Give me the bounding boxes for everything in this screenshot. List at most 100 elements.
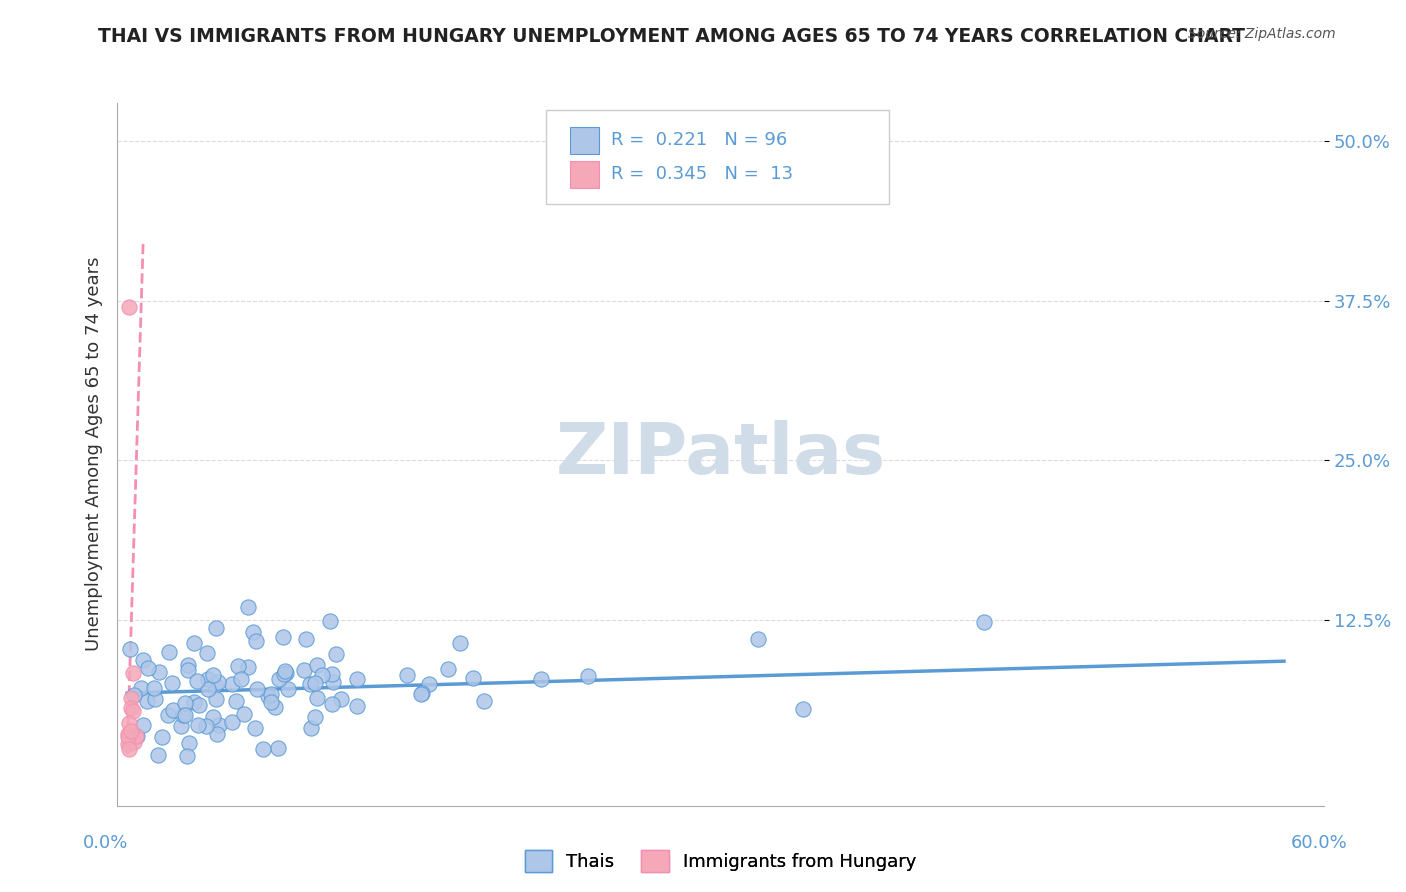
Point bbox=[346, 699, 368, 714]
Point bbox=[150, 731, 173, 745]
Point bbox=[179, 736, 201, 750]
Point bbox=[136, 661, 159, 675]
Point bbox=[277, 682, 299, 697]
Point bbox=[304, 709, 326, 723]
Point bbox=[143, 691, 166, 706]
Point bbox=[204, 621, 226, 635]
Point bbox=[142, 681, 165, 695]
Point bbox=[273, 667, 295, 681]
Point bbox=[197, 672, 219, 686]
Point bbox=[183, 636, 205, 650]
Text: 60.0%: 60.0% bbox=[1291, 834, 1347, 852]
Point bbox=[449, 636, 471, 650]
Point bbox=[174, 708, 197, 723]
Point bbox=[346, 672, 368, 686]
Point bbox=[117, 737, 139, 751]
Text: Source: ZipAtlas.com: Source: ZipAtlas.com bbox=[1188, 27, 1336, 41]
Point bbox=[118, 741, 141, 756]
Point bbox=[260, 695, 283, 709]
Point bbox=[187, 717, 209, 731]
Y-axis label: Unemployment Among Ages 65 to 74 years: Unemployment Among Ages 65 to 74 years bbox=[86, 257, 103, 651]
Point bbox=[221, 714, 243, 729]
Text: 0.0%: 0.0% bbox=[83, 834, 128, 852]
Point bbox=[321, 666, 343, 681]
Point bbox=[117, 730, 139, 744]
Point bbox=[267, 741, 290, 756]
Point bbox=[118, 716, 141, 731]
Point bbox=[411, 685, 433, 699]
Point bbox=[233, 706, 256, 721]
Point bbox=[121, 704, 143, 718]
Point bbox=[325, 648, 347, 662]
Point bbox=[118, 300, 141, 314]
Point bbox=[395, 668, 418, 682]
Point bbox=[267, 672, 290, 686]
Point bbox=[205, 692, 228, 706]
Point bbox=[252, 742, 274, 756]
Point bbox=[299, 722, 322, 736]
Point bbox=[204, 678, 226, 692]
Text: THAI VS IMMIGRANTS FROM HUNGARY UNEMPLOYMENT AMONG AGES 65 TO 74 YEARS CORRELATI: THAI VS IMMIGRANTS FROM HUNGARY UNEMPLOY… bbox=[98, 27, 1246, 45]
Point bbox=[411, 687, 433, 701]
Point bbox=[276, 665, 298, 680]
Point bbox=[263, 699, 285, 714]
Point bbox=[120, 691, 142, 706]
Point bbox=[186, 674, 208, 689]
Point bbox=[157, 645, 180, 659]
Point bbox=[530, 672, 553, 686]
Point bbox=[160, 676, 183, 690]
Point bbox=[157, 708, 180, 723]
Point bbox=[183, 695, 205, 709]
Legend: Thais, Immigrants from Hungary: Thais, Immigrants from Hungary bbox=[516, 841, 925, 881]
Point bbox=[194, 719, 217, 733]
Point bbox=[418, 676, 440, 690]
Point bbox=[135, 694, 157, 708]
Point bbox=[792, 702, 814, 716]
Point bbox=[307, 690, 329, 705]
Point bbox=[238, 599, 260, 614]
Text: R =  0.345   N =  13: R = 0.345 N = 13 bbox=[610, 165, 793, 183]
Text: ZIPatlas: ZIPatlas bbox=[555, 419, 886, 489]
Point bbox=[205, 727, 228, 741]
Point bbox=[322, 674, 344, 689]
Point bbox=[221, 677, 243, 691]
Point bbox=[177, 658, 200, 673]
Point bbox=[243, 721, 266, 735]
Point bbox=[124, 689, 146, 703]
Point bbox=[292, 664, 315, 678]
Point bbox=[201, 667, 224, 681]
Point bbox=[321, 698, 343, 712]
Point bbox=[311, 668, 333, 682]
Point bbox=[319, 614, 342, 628]
Point bbox=[202, 710, 225, 724]
Point bbox=[238, 660, 260, 674]
Text: R =  0.221   N = 96: R = 0.221 N = 96 bbox=[610, 131, 787, 150]
Point bbox=[120, 724, 142, 739]
Point bbox=[174, 696, 197, 710]
FancyBboxPatch shape bbox=[546, 110, 890, 204]
Point bbox=[225, 694, 247, 708]
Point bbox=[271, 631, 294, 645]
Point bbox=[120, 700, 142, 714]
Point bbox=[148, 665, 170, 679]
FancyBboxPatch shape bbox=[569, 161, 599, 187]
Point bbox=[146, 748, 169, 763]
Point bbox=[129, 681, 152, 695]
Point bbox=[973, 615, 995, 629]
Point bbox=[329, 692, 352, 706]
Point bbox=[228, 659, 250, 673]
Point bbox=[747, 632, 769, 646]
Point bbox=[229, 673, 252, 687]
Point bbox=[295, 632, 318, 646]
Point bbox=[195, 646, 218, 660]
Point bbox=[176, 749, 198, 764]
Point bbox=[472, 694, 495, 708]
Point bbox=[207, 674, 229, 689]
Point bbox=[257, 689, 280, 703]
FancyBboxPatch shape bbox=[569, 128, 599, 153]
Point bbox=[246, 681, 269, 696]
Point bbox=[305, 658, 328, 673]
Point bbox=[118, 642, 141, 657]
Point bbox=[172, 708, 194, 723]
Point bbox=[197, 681, 219, 696]
